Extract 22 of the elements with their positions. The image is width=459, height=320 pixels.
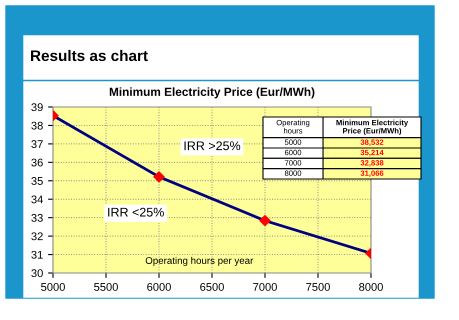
y-tick-label: 37 bbox=[31, 140, 43, 148]
y-tick-label: 30 bbox=[31, 269, 43, 278]
x-tick-label: 7000 bbox=[253, 283, 277, 291]
annotation: IRR <25% bbox=[108, 208, 164, 217]
x-tick-label: 7500 bbox=[306, 283, 330, 291]
x-tick-label: 6000 bbox=[147, 283, 171, 291]
y-tick-label: 38 bbox=[31, 122, 43, 130]
x-tick-label: 5000 bbox=[41, 283, 65, 291]
x-tick-label: 8000 bbox=[359, 283, 383, 291]
y-tick-label: 31 bbox=[31, 250, 43, 259]
y-tick-label: 33 bbox=[31, 214, 43, 222]
y-tick-label: 32 bbox=[31, 232, 43, 240]
text: Results as chart bbox=[31, 50, 148, 62]
x-tick-label: 5500 bbox=[94, 283, 118, 291]
y-tick-label: 36 bbox=[31, 158, 43, 166]
y-tick-label: 39 bbox=[31, 103, 43, 112]
x-tick-label: 6500 bbox=[200, 283, 224, 291]
y-tick-label: 35 bbox=[31, 177, 43, 185]
annotation: Operating hours per year bbox=[146, 256, 254, 266]
y-tick-label: 34 bbox=[31, 195, 43, 204]
annotation: IRR >25% bbox=[184, 141, 240, 150]
chart-title: Minimum Electricity Price (Eur/MWh) bbox=[110, 87, 314, 98]
